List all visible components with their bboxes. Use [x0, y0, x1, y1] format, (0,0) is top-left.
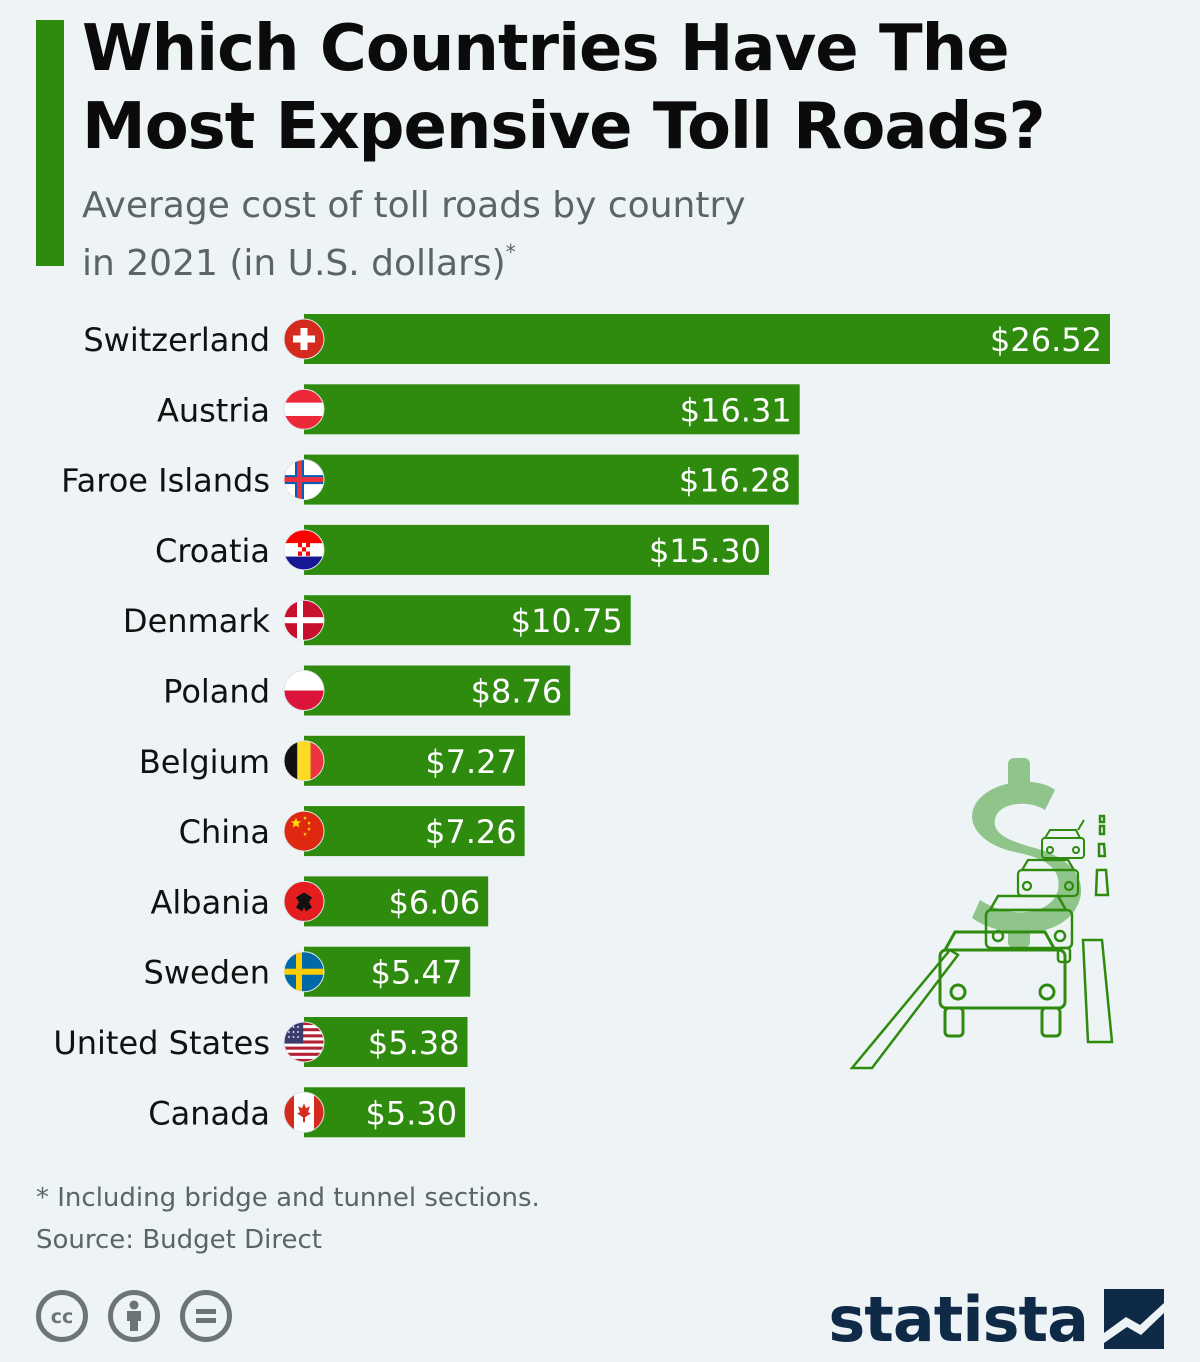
bar-switzerland	[304, 314, 1110, 364]
toll-road-cars-dollar-illustration	[849, 758, 1114, 1070]
category-label-sweden: Sweden	[144, 954, 270, 992]
title-accent-bar	[36, 20, 64, 266]
china-flag-icon	[283, 810, 325, 852]
category-label-denmark: Denmark	[123, 602, 271, 640]
value-label-sweden: $5.47	[371, 954, 463, 992]
title-line-2: Most Expensive Toll Roads?	[82, 90, 1046, 164]
cc-icon[interactable]: cc	[36, 1290, 88, 1342]
poland-flag-icon	[283, 670, 325, 711]
footnote-text: * Including bridge and tunnel sections.	[36, 1183, 540, 1213]
subtitle-footnote-marker: *	[505, 240, 516, 264]
no-derivatives-icon[interactable]	[180, 1290, 232, 1342]
value-label-poland: $8.76	[471, 673, 563, 711]
title-line-1: Which Countries Have The	[82, 12, 1010, 86]
no-derivatives-glyph	[196, 1309, 216, 1323]
faroe-islands-flag-icon	[283, 459, 325, 501]
bar-albania	[304, 876, 489, 927]
value-label-canada: $5.30	[365, 1094, 457, 1132]
svg-text:cc: cc	[51, 1306, 74, 1328]
road-lines	[849, 814, 1114, 1070]
belgium-flag-icon	[283, 740, 325, 782]
cc-glyph: cc	[51, 1306, 74, 1328]
croatia-flag-icon	[283, 529, 325, 571]
bar-canada	[304, 1087, 466, 1138]
bar-chart: Switzerland $26.52 Austria $16.31 Faroe Isla…	[53, 314, 1110, 1138]
austria-flag-icon	[283, 388, 325, 430]
car-icon-smallest	[1041, 819, 1085, 859]
chart-title: Which Countries Have The Most Expensive …	[82, 10, 1162, 166]
category-label-belgium: Belgium	[139, 743, 270, 781]
denmark-flag-icon	[283, 599, 325, 641]
category-label-switzerland: Switzerland	[83, 321, 270, 359]
value-label-faroe-islands: $16.28	[679, 462, 791, 500]
value-label-belgium: $7.27	[425, 743, 517, 781]
subtitle-line-1: Average cost of toll roads by country	[82, 185, 746, 226]
bar-poland	[304, 665, 571, 716]
value-label-denmark: $10.75	[511, 602, 623, 640]
bar-denmark	[304, 595, 631, 646]
subtitle-line-2: in 2021 (in U.S. dollars)*	[82, 229, 842, 287]
bar-belgium	[304, 735, 525, 786]
category-label-austria: Austria	[157, 391, 270, 429]
canada-flag-icon	[283, 1091, 325, 1133]
value-label-austria: $16.31	[680, 391, 792, 429]
bar-austria	[304, 384, 800, 435]
brand-wordmark: statista	[828, 1282, 1089, 1356]
source-text: Source: Budget Direct	[36, 1225, 322, 1255]
value-label-china: $7.26	[425, 813, 517, 851]
united-states-flag-icon	[283, 1021, 325, 1063]
value-label-united-states: $5.38	[368, 1024, 460, 1062]
value-label-switzerland: $26.52	[990, 321, 1102, 359]
subtitle-line-2-text: in 2021 (in U.S. dollars)	[82, 243, 506, 284]
car-icon-large	[938, 930, 1067, 1038]
albania-flag-icon	[283, 880, 325, 922]
sweden-flag-icon	[283, 951, 325, 993]
car-icon-small	[1016, 858, 1080, 898]
bar-sweden	[304, 946, 471, 997]
bar-china	[304, 806, 525, 857]
category-label-faroe-islands: Faroe Islands	[61, 462, 270, 500]
bar-faroe-islands	[304, 454, 799, 505]
category-label-croatia: Croatia	[155, 532, 270, 570]
footnote-block: * Including bridge and tunnel sections. …	[36, 1177, 540, 1261]
bar-croatia	[304, 524, 769, 575]
attribution-icon[interactable]	[108, 1290, 160, 1342]
bar-united-states	[304, 1017, 468, 1067]
category-label-china: China	[179, 813, 270, 851]
dollar-sign-icon	[972, 758, 1082, 948]
value-label-croatia: $15.30	[649, 532, 761, 570]
statista-mark-icon	[1104, 1289, 1164, 1349]
category-label-canada: Canada	[148, 1094, 270, 1132]
switzerland-flag-icon	[283, 318, 325, 360]
chart-subtitle: Average cost of toll roads by country in…	[82, 183, 842, 287]
attribution-glyph	[127, 1300, 141, 1331]
statista-logo[interactable]: statista	[828, 1282, 1164, 1356]
category-label-poland: Poland	[163, 673, 270, 711]
category-label-albania: Albania	[151, 883, 270, 921]
value-label-albania: $6.06	[389, 883, 481, 921]
category-label-united-states: United States	[53, 1024, 270, 1062]
